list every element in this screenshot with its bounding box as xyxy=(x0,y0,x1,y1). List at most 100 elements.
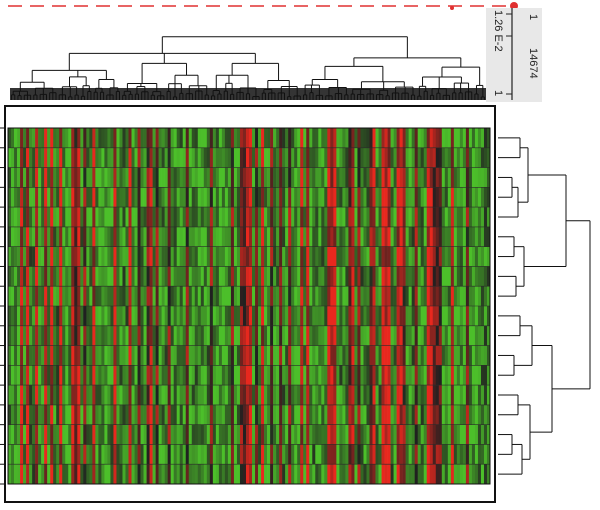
heatmap-cell xyxy=(104,207,108,228)
heatmap-cell xyxy=(285,286,289,307)
heatmap-cell xyxy=(185,365,190,386)
heatmap-cell xyxy=(477,246,482,267)
heatmap-cell xyxy=(318,345,322,366)
heatmap-cell xyxy=(110,464,114,485)
heatmap-cell xyxy=(252,167,256,188)
heatmap-cell xyxy=(188,207,193,228)
heatmap-cell xyxy=(194,444,199,465)
heatmap-cell xyxy=(345,404,349,425)
heatmap-cell xyxy=(8,444,12,465)
heatmap-cell xyxy=(360,128,364,148)
heatmap-cell xyxy=(294,365,298,386)
heatmap-cell xyxy=(59,464,63,485)
heatmap-cell xyxy=(167,365,171,386)
heatmap-cell xyxy=(242,207,247,228)
heatmap-cell xyxy=(8,306,12,326)
heatmap-cell xyxy=(164,128,168,148)
heatmap-cell xyxy=(95,464,99,485)
heatmap-cell xyxy=(384,286,388,307)
heatmap-cell xyxy=(423,464,428,485)
heatmap-cell xyxy=(444,424,449,445)
heatmap-cell xyxy=(324,385,328,406)
heatmap-cell xyxy=(417,286,422,307)
heatmap-cell xyxy=(116,286,120,307)
heatmap-cell xyxy=(44,147,48,168)
heatmap-cell xyxy=(405,286,409,307)
heatmap-grid[interactable] xyxy=(7,127,491,485)
heatmap-cell xyxy=(375,246,379,267)
heatmap-cell xyxy=(83,404,87,425)
heatmap-cell xyxy=(270,306,274,326)
heatmap-cell xyxy=(242,385,247,406)
heatmap-cell xyxy=(65,444,69,465)
heatmap-cell xyxy=(227,226,232,247)
heatmap-cell xyxy=(206,306,211,326)
heatmap-cell xyxy=(236,147,241,168)
heatmap-cell xyxy=(258,128,262,148)
heatmap-cell xyxy=(258,444,262,465)
heatmap-cell xyxy=(348,207,352,228)
heatmap-cell xyxy=(405,365,409,386)
heatmap-cell xyxy=(182,226,187,247)
heatmap-cell xyxy=(41,167,45,188)
heatmap-cell xyxy=(77,464,81,485)
heatmap-cell xyxy=(471,226,476,247)
heatmap-cell xyxy=(435,128,440,148)
heatmap-cell xyxy=(98,385,102,406)
heatmap-cell xyxy=(411,266,415,287)
heatmap-cell xyxy=(459,385,464,406)
heatmap-cell xyxy=(113,464,117,485)
heatmap-cell xyxy=(432,246,437,267)
heatmap-cell xyxy=(459,325,464,346)
heatmap-cell xyxy=(113,424,117,445)
heatmap-cell xyxy=(483,226,488,247)
heatmap-cell xyxy=(131,306,135,326)
heatmap-cell xyxy=(360,345,364,366)
heatmap-cell xyxy=(276,444,280,465)
heatmap-cell xyxy=(203,404,208,425)
heatmap-cell xyxy=(324,444,328,465)
heatmap-cell xyxy=(450,167,455,188)
heatmap-cell xyxy=(258,464,262,485)
heatmap-cell xyxy=(128,187,132,208)
heatmap-cell xyxy=(429,147,434,168)
heatmap-cell xyxy=(462,286,467,307)
heatmap-cell xyxy=(233,464,238,485)
heatmap-cell xyxy=(486,207,491,228)
heatmap-cell xyxy=(131,167,135,188)
heatmap-cell xyxy=(267,207,271,228)
heatmap-cell xyxy=(306,167,310,188)
heatmap-cell xyxy=(236,246,241,267)
heatmap-cell xyxy=(297,147,301,168)
heatmap-cell xyxy=(29,286,33,307)
heatmap-cell xyxy=(480,128,485,148)
heatmap-cell xyxy=(215,147,220,168)
heatmap-cell xyxy=(230,226,235,247)
heatmap-cell xyxy=(273,286,277,307)
heatmap-cell xyxy=(456,167,461,188)
heatmap-cell xyxy=(462,147,467,168)
heatmap-cell xyxy=(303,444,307,465)
heatmap-cell xyxy=(390,306,394,326)
heatmap-cell xyxy=(339,385,343,406)
heatmap-cell xyxy=(459,147,464,168)
heatmap-cell xyxy=(113,444,117,465)
heatmap-cell xyxy=(176,385,181,406)
heatmap-cell xyxy=(438,464,443,485)
heatmap-cell xyxy=(396,147,400,168)
heatmap-cell xyxy=(468,345,473,366)
heatmap-cell xyxy=(414,464,418,485)
heatmap-cell xyxy=(288,404,292,425)
heatmap-cell xyxy=(471,306,476,326)
heatmap-cell xyxy=(468,128,473,148)
heatmap-cell xyxy=(131,385,135,406)
heatmap-cell xyxy=(242,345,247,366)
heatmap-cell xyxy=(92,167,96,188)
heatmap-cell xyxy=(471,385,476,406)
heatmap-cell xyxy=(444,246,449,267)
heatmap-cell xyxy=(435,167,440,188)
heatmap-cell xyxy=(212,464,217,485)
heatmap-cell xyxy=(354,464,358,485)
heatmap-cell xyxy=(480,187,485,208)
heatmap-cell xyxy=(312,345,316,366)
